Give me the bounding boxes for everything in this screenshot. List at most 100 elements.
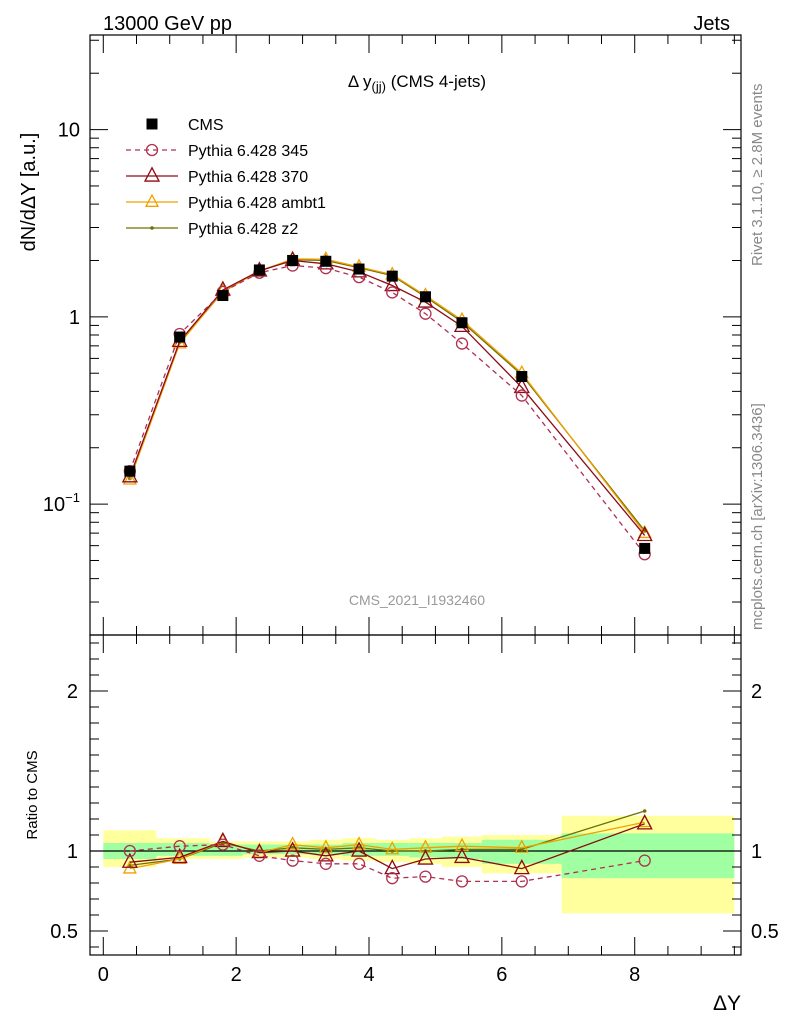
ratio-point-p345 bbox=[216, 838, 230, 851]
legend-label-p370: Pythia 6.428 370 bbox=[188, 169, 308, 186]
ratio-point-ambt1 bbox=[351, 836, 367, 850]
main-y-axis-label: dN/dΔY [a.u.] bbox=[18, 133, 40, 252]
x-tick-label: 0 bbox=[98, 964, 109, 986]
point-p345 bbox=[515, 389, 528, 402]
ratio-y-tick-label: 1 bbox=[67, 841, 78, 863]
chart-title-rest: (CMS 4-jets) bbox=[386, 72, 486, 91]
ratio-point-z2 bbox=[642, 809, 647, 813]
legend-marker-ambt1 bbox=[144, 193, 160, 207]
ratio-point-p345 bbox=[352, 857, 366, 870]
point-p370 bbox=[513, 377, 530, 394]
ratio-frame bbox=[89, 634, 742, 956]
ratio-point-p370 bbox=[417, 849, 434, 865]
ratio-point-p370 bbox=[317, 846, 334, 862]
point-ambt1 bbox=[122, 471, 137, 485]
ratio-point-p345 bbox=[123, 844, 137, 858]
mcplots-reference-label: mcplots.cern.ch [arXiv:1306.3436] bbox=[749, 403, 766, 630]
series-p345 bbox=[123, 259, 651, 561]
ratio-point-p345 bbox=[386, 872, 399, 885]
point-data bbox=[217, 290, 229, 302]
main-series-layer bbox=[121, 250, 653, 561]
ratio-point-ambt1 bbox=[514, 839, 529, 853]
ratio-y-axis-label: Ratio to CMS bbox=[24, 750, 41, 839]
point-data bbox=[456, 317, 468, 329]
ratio-y-tick-label-right: 2 bbox=[751, 681, 762, 703]
ratio-point-ambt1 bbox=[385, 840, 400, 855]
point-data bbox=[639, 542, 651, 554]
point-data bbox=[386, 270, 398, 282]
point-p370 bbox=[384, 275, 401, 292]
series-line-p370 bbox=[129, 259, 646, 536]
main-y-tick-label: 1 bbox=[69, 307, 80, 329]
ratio-series-layer bbox=[121, 809, 653, 888]
x-tick-label: 6 bbox=[496, 964, 507, 986]
analysis-watermark: CMS_2021_I1932460 bbox=[349, 592, 485, 608]
header-energy-label: 13000 GeV pp bbox=[103, 13, 232, 35]
point-p345 bbox=[386, 286, 399, 299]
legend-label-p345: Pythia 6.428 345 bbox=[188, 143, 308, 160]
ratio-point-ambt1 bbox=[318, 839, 333, 853]
ratio-panel: 0.5 0.5 1 1 2 2 0 2 4 6 8 Ratio to CMS ΔY bbox=[24, 634, 779, 1015]
main-y-tick-label-base: 10 bbox=[58, 120, 80, 142]
point-p370 bbox=[636, 525, 653, 542]
legend-marker-p345 bbox=[145, 143, 159, 157]
ratio-point-p370 bbox=[284, 841, 301, 857]
legend-marker-z2 bbox=[150, 226, 154, 230]
legend-item-ambt1: Pythia 6.428 ambt1 bbox=[126, 193, 326, 212]
point-p345 bbox=[455, 337, 469, 350]
main-y-tick-label: 10 bbox=[58, 120, 80, 142]
point-data bbox=[353, 263, 365, 275]
point-data bbox=[419, 291, 431, 303]
ratio-point-p345 bbox=[419, 870, 432, 883]
series-line-ambt1 bbox=[129, 258, 646, 534]
ratio-line-p370 bbox=[129, 823, 645, 870]
chart-title: Δ y(jj) (CMS 4-jets) bbox=[348, 72, 486, 94]
point-data bbox=[320, 255, 332, 267]
x-axis-label: ΔY bbox=[713, 992, 741, 1015]
ratio-point-p370 bbox=[453, 847, 471, 864]
point-p345 bbox=[419, 307, 432, 320]
x-tick-label: 4 bbox=[363, 964, 374, 986]
ratio-point-p345 bbox=[455, 875, 469, 888]
point-data bbox=[253, 264, 265, 276]
legend: CMS Pythia 6.428 345 Pythia 6.428 370 Pythi… bbox=[126, 117, 326, 238]
chart-title-main: Δ y bbox=[348, 72, 372, 91]
legend-label-z2: Pythia 6.428 z2 bbox=[188, 221, 298, 238]
legend-marker-data bbox=[146, 118, 158, 130]
ratio-point-p345 bbox=[515, 875, 528, 888]
rivet-version-label: Rivet 3.1.10, ≥ 2.8M events bbox=[749, 84, 766, 267]
ratio-y-tick-label-right: 0.5 bbox=[751, 921, 779, 943]
main-y-tick-label-exp: −1 bbox=[65, 490, 80, 505]
point-data bbox=[124, 465, 136, 477]
series-line-z2 bbox=[129, 259, 646, 532]
ratio-point-z2 bbox=[519, 847, 524, 852]
main-y-tick-label-base: 1 bbox=[69, 307, 80, 329]
ratio-point-p370 bbox=[636, 814, 653, 830]
ratio-point-p370 bbox=[171, 847, 188, 864]
ratio-point-p345 bbox=[253, 849, 266, 862]
band-inner bbox=[209, 844, 243, 856]
legend-item-z2: Pythia 6.428 z2 bbox=[126, 221, 298, 238]
legend-label-data: CMS bbox=[188, 117, 224, 134]
legend-marker-p370 bbox=[143, 166, 161, 182]
ratio-point-p370 bbox=[513, 859, 530, 875]
ratio-point-z2 bbox=[390, 849, 395, 853]
header-group-label: Jets bbox=[693, 13, 730, 35]
ratio-point-ambt1 bbox=[285, 836, 300, 850]
legend-item-p345: Pythia 6.428 345 bbox=[126, 143, 308, 160]
legend-item-p370: Pythia 6.428 370 bbox=[126, 166, 308, 186]
ratio-axis-ticks: 0.5 0.5 1 1 2 2 0 2 4 6 8 bbox=[50, 635, 779, 986]
legend-label-ambt1: Pythia 6.428 ambt1 bbox=[188, 195, 326, 212]
series-z2 bbox=[128, 257, 647, 533]
ratio-point-p345 bbox=[286, 854, 299, 867]
ratio-series-p345 bbox=[123, 838, 651, 888]
point-data bbox=[516, 371, 528, 383]
ratio-point-p345 bbox=[638, 854, 651, 867]
ratio-y-tick-label: 0.5 bbox=[50, 921, 78, 943]
legend-item-data: CMS bbox=[146, 117, 224, 134]
main-y-tick-label-base: 10 bbox=[43, 494, 65, 516]
ratio-y-tick-label-right: 1 bbox=[751, 841, 762, 863]
